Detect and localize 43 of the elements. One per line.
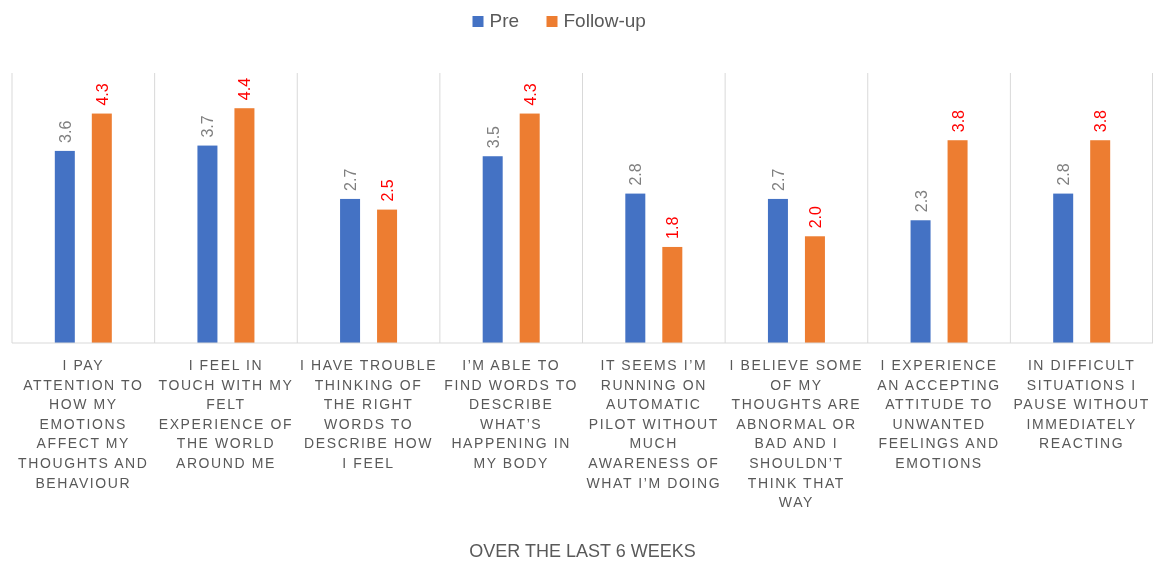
bar xyxy=(91,113,112,343)
bar xyxy=(377,209,398,343)
data-label: 2.8 xyxy=(1055,163,1073,186)
bar xyxy=(804,236,825,343)
bar xyxy=(482,156,503,343)
bar xyxy=(910,220,931,343)
bar xyxy=(54,150,75,343)
legend-label: Pre xyxy=(489,10,520,31)
bar xyxy=(1053,193,1074,343)
bar xyxy=(234,108,255,343)
x-axis-title: OVER THE LAST 6 WEEKS xyxy=(469,541,696,561)
x-tick-label: I FEEL IN TOUCH WITH MY FELT EXPERIENCE OF THE WORLD AROUND ME xyxy=(158,357,294,471)
bar xyxy=(519,113,540,343)
data-label: 3.8 xyxy=(1092,109,1110,133)
bar xyxy=(947,140,968,343)
x-tick-label: I’M ABLE TO FIND WORDS TO DESCRIBE WHAT’S HAPPENING IN MY BODY xyxy=(444,357,579,471)
x-tick-label: I EXPERIENCE AN ACCEPTING ATTITUDE TO UNWANTED FEELINGS AND EMOTIONS xyxy=(877,357,1001,471)
data-label: 2.7 xyxy=(769,168,787,191)
data-label: 3.6 xyxy=(56,120,74,143)
legend-label: Follow-up xyxy=(563,10,646,31)
data-label: 3.8 xyxy=(949,109,967,133)
data-label: 2.7 xyxy=(342,168,360,191)
data-label: 1.8 xyxy=(664,216,682,239)
data-label: 3.5 xyxy=(484,125,502,149)
data-label: 2.0 xyxy=(806,205,824,229)
x-tick-label: I PAY ATTENTION TO HOW MY EMOTIONS AFFECT MY THOUGHTS AND BEHAVIOUR xyxy=(18,357,149,491)
data-label: 2.3 xyxy=(912,189,930,213)
x-tick-label: IN DIFFICULT SITUATIONS I PAUSE WITHOUT IMMEDIATELY REACTING xyxy=(1013,357,1150,452)
bar xyxy=(197,145,218,343)
data-label: 2.8 xyxy=(627,163,645,186)
data-label: 3.7 xyxy=(199,115,217,138)
bar xyxy=(662,246,683,343)
bar xyxy=(1090,140,1111,343)
bar xyxy=(340,198,361,343)
data-label: 2.5 xyxy=(379,179,397,202)
x-tick-label: I BELIEVE SOME OF MY THOUGHTS ARE ABNORMAL OR BAD AND I SHOULDN’T THINK THAT WAY xyxy=(729,357,864,511)
x-tick-label: IT SEEMS I’M RUNNING ON AUTOMATIC PILOT WITHOUT MUCH AWARENESS OF WHAT I’M DOING xyxy=(586,357,722,491)
data-label: 4.3 xyxy=(93,83,111,106)
data-label: 4.3 xyxy=(521,83,539,106)
bar xyxy=(625,193,646,343)
data-label: 4.4 xyxy=(236,77,254,101)
x-tick-label: I HAVE TROUBLE THINKING OF THE RIGHT WORDS TO DESCRIBE HOW I FEEL xyxy=(300,357,438,471)
bar xyxy=(767,198,788,343)
